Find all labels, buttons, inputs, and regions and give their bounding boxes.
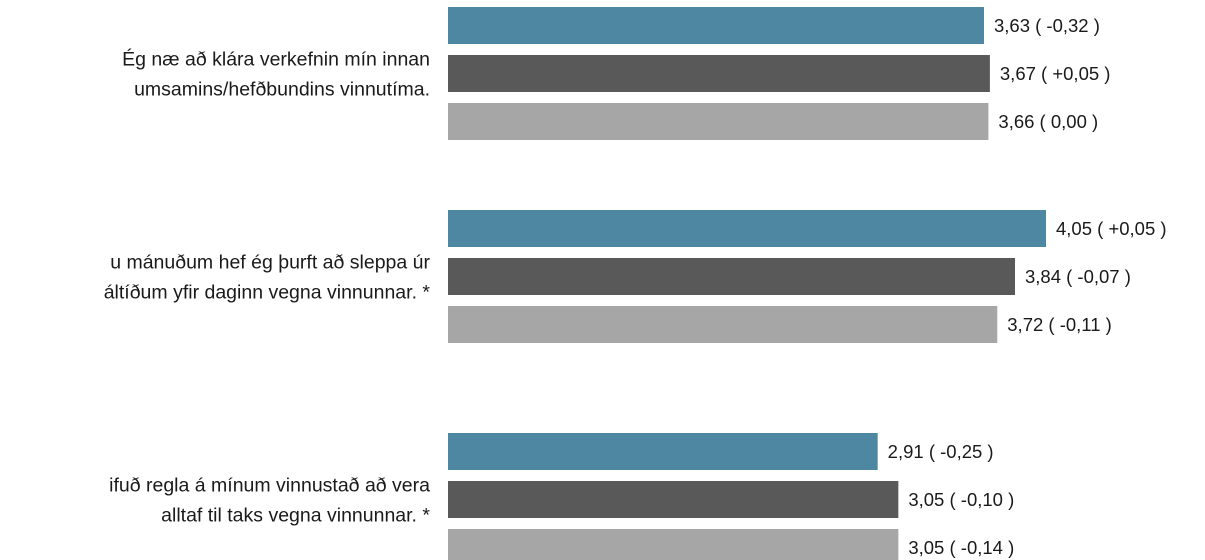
bar	[448, 210, 1046, 247]
category-label-line: áltíðum yfir daginn vegna vinnunnar. *	[104, 282, 431, 304]
bar	[448, 258, 1015, 295]
data-label: 3,05 ( -0,14 )	[908, 537, 1014, 558]
bar	[448, 7, 984, 44]
category-label: u mánuðum hef ég þurft að sleppa úr áltíð…	[104, 252, 431, 304]
data-label: 4,05 ( +0,05 )	[1056, 218, 1167, 239]
category-label-line: alltaf til taks vegna vinnunnar. *	[161, 505, 430, 527]
category-label: Ég næ að klára verkefnin mín innan umsami…	[122, 48, 430, 101]
category-label-line: ifuð regla á mínum vinnustað að vera	[109, 475, 430, 497]
data-label: 2,91 ( -0,25 )	[888, 441, 994, 462]
bar	[448, 433, 878, 470]
data-label: 3,66 ( 0,00 )	[998, 111, 1098, 132]
bar	[448, 55, 990, 92]
category-label: ifuð regla á mínum vinnustað að vera allt…	[109, 475, 430, 527]
bar	[448, 306, 998, 343]
data-label: 3,72 ( -0,11 )	[1007, 314, 1112, 335]
bar	[448, 103, 989, 140]
data-label: 3,05 ( -0,10 )	[908, 489, 1014, 510]
category-label-line: Ég næ að klára verkefnin mín innan	[122, 48, 430, 71]
data-label: 3,67 ( +0,05 )	[1000, 63, 1111, 84]
category-label-line: u mánuðum hef ég þurft að sleppa úr	[110, 252, 430, 274]
data-label: 3,63 ( -0,32 )	[994, 15, 1100, 36]
category-label-line: umsamins/hefðbundins vinnutíma.	[134, 79, 430, 101]
data-label: 3,84 ( -0,07 )	[1025, 266, 1131, 287]
bar	[448, 529, 899, 560]
bar	[448, 481, 899, 518]
